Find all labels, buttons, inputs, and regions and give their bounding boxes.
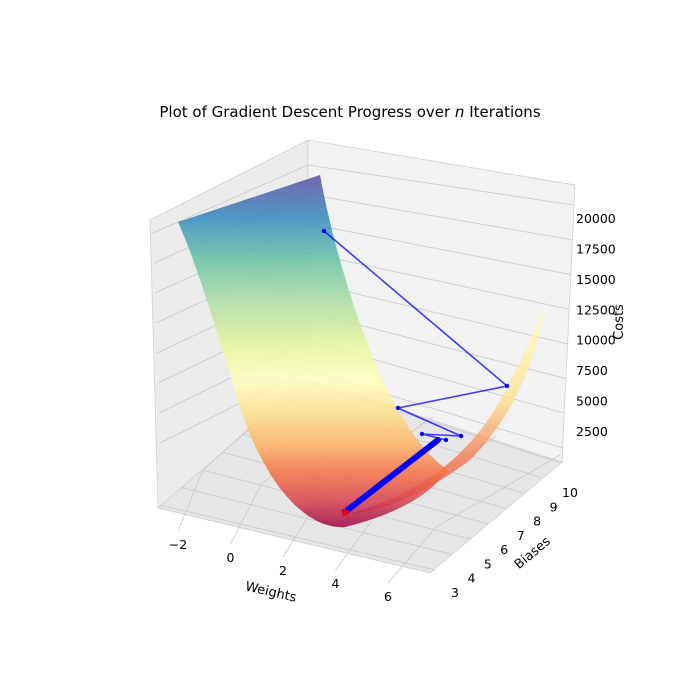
descent-point bbox=[443, 437, 449, 443]
x-tick-label: 2 bbox=[279, 563, 287, 578]
y-tick-label: 7 bbox=[517, 528, 525, 543]
descent-point bbox=[458, 433, 464, 439]
descent-convergence-segment bbox=[342, 437, 441, 515]
chart-title-variable: n bbox=[454, 103, 465, 121]
chart-title-suffix: Iterations bbox=[464, 103, 541, 121]
z-tick-label: 10000 bbox=[576, 333, 616, 348]
descent-path-line bbox=[323, 230, 509, 441]
z-tick-label: 12500 bbox=[576, 302, 616, 317]
descent-point bbox=[395, 405, 401, 411]
descent-point bbox=[419, 431, 425, 437]
z-tick-label: 7500 bbox=[576, 363, 608, 378]
descent-point bbox=[321, 228, 327, 234]
z-axis-label: Costs bbox=[612, 304, 627, 340]
z-tick-label: 17500 bbox=[576, 241, 616, 256]
x-tick-label: −2 bbox=[169, 537, 187, 552]
y-tick-label: 8 bbox=[533, 514, 541, 529]
x-gridline bbox=[230, 484, 262, 545]
z-tick-label: 15000 bbox=[576, 272, 616, 287]
surface-main-sheet bbox=[178, 175, 448, 528]
x-tick-label: 4 bbox=[332, 576, 340, 591]
x-gridline bbox=[177, 469, 204, 532]
x-axis-label: Weights bbox=[244, 579, 298, 605]
x-tick-label: 6 bbox=[384, 589, 392, 604]
y-gridline bbox=[180, 487, 453, 555]
x-tick-label: 0 bbox=[227, 550, 235, 565]
descent-point bbox=[504, 383, 510, 389]
y-tick-label: 9 bbox=[550, 499, 558, 514]
z-tick-label: 2500 bbox=[576, 424, 608, 439]
z-tick-label: 5000 bbox=[576, 394, 608, 409]
chart-title-prefix: Plot of Gradient Descent Progress over bbox=[159, 103, 455, 121]
cost-surface bbox=[178, 175, 545, 528]
z-tick-label: 20000 bbox=[576, 211, 616, 226]
y-tick-label: 5 bbox=[484, 556, 492, 571]
y-tick-label: 3 bbox=[451, 585, 459, 600]
y-tick-label: 6 bbox=[500, 542, 508, 557]
final-point-star-marker: ★ bbox=[339, 505, 352, 521]
descent-path: ★ bbox=[321, 228, 510, 521]
x-gridline bbox=[335, 512, 379, 571]
z-gridline bbox=[152, 164, 574, 234]
y-tick-label: 10 bbox=[562, 485, 578, 500]
x-gridline bbox=[387, 526, 437, 584]
chart-title: Plot of Gradient Descent Progress over n… bbox=[0, 103, 700, 121]
y-gridline bbox=[159, 504, 436, 571]
y-tick-label: 4 bbox=[467, 571, 475, 586]
